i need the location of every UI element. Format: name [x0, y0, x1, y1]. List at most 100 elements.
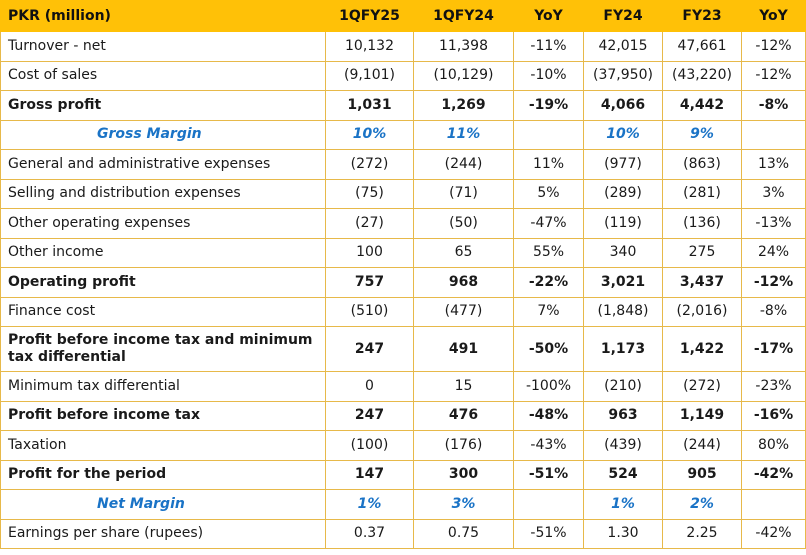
yoy-annual: 13% [741, 149, 806, 180]
value-1qfy25: 1,031 [325, 90, 414, 121]
yoy-annual: 80% [741, 430, 806, 461]
value-fy23: 3,437 [662, 267, 742, 298]
value-1qfy24: 491 [413, 326, 514, 372]
value-fy23: 2% [662, 489, 742, 520]
value-1qfy24: 968 [413, 267, 514, 298]
yoy-annual [741, 489, 806, 520]
value-fy23: 47,661 [662, 31, 742, 62]
value-fy23: (272) [662, 371, 742, 402]
yoy-quarter: -19% [513, 90, 584, 121]
table-row: Gross Margin 10% 11% 10% 9% [0, 119, 806, 150]
value-fy23: (863) [662, 149, 742, 180]
value-fy24: (289) [583, 178, 663, 209]
value-1qfy25: 1% [325, 489, 414, 520]
row-label: Profit for the period [0, 459, 326, 490]
value-fy24: 42,015 [583, 31, 663, 62]
value-1qfy24: 1,269 [413, 90, 514, 121]
value-1qfy25: 247 [325, 400, 414, 431]
value-fy23: (43,220) [662, 60, 742, 91]
table-row: Net Margin 1% 3% 1% 2% [0, 489, 806, 520]
value-fy24: 1% [583, 489, 663, 520]
value-fy24: 524 [583, 459, 663, 490]
value-fy24: 10% [583, 119, 663, 150]
value-1qfy24: (71) [413, 178, 514, 209]
table-row: Profit for the period 147 300 -51% 524 905 -42… [0, 459, 806, 490]
value-fy23: (2,016) [662, 296, 742, 327]
value-1qfy24: (176) [413, 430, 514, 461]
value-fy24: (1,848) [583, 296, 663, 327]
yoy-quarter: 7% [513, 296, 584, 327]
row-label: Profit before income tax and minimum tax… [0, 326, 326, 372]
table-row: Gross profit 1,031 1,269 -19% 4,066 4,442 -8% [0, 90, 806, 121]
value-1qfy24: 11,398 [413, 31, 514, 62]
table-row: Selling and distribution expenses (75) (71… [0, 178, 806, 209]
yoy-quarter: -11% [513, 31, 584, 62]
yoy-annual: -23% [741, 371, 806, 402]
yoy-quarter [513, 489, 584, 520]
value-1qfy24: 65 [413, 237, 514, 268]
value-1qfy24: (244) [413, 149, 514, 180]
column-header-fy24: FY24 [583, 0, 663, 32]
row-label: Selling and distribution expenses [0, 178, 326, 209]
value-1qfy25: 147 [325, 459, 414, 490]
yoy-quarter: -50% [513, 326, 584, 372]
value-fy23: 1,149 [662, 400, 742, 431]
yoy-quarter: -100% [513, 371, 584, 402]
row-label: Cost of sales [0, 60, 326, 91]
column-header-1qfy25: 1QFY25 [325, 0, 414, 32]
value-fy23: 1,422 [662, 326, 742, 372]
yoy-annual: -12% [741, 60, 806, 91]
value-1qfy25: (75) [325, 178, 414, 209]
table-row: Earnings per share (rupees) 0.37 0.75 -51% 1… [0, 518, 806, 549]
row-label: Minimum tax differential [0, 371, 326, 402]
value-fy24: 963 [583, 400, 663, 431]
table-row: Profit before income tax and minimum tax… [0, 326, 806, 372]
table-row: Other income 100 65 55% 340 275 24% [0, 237, 806, 268]
value-fy24: 4,066 [583, 90, 663, 121]
value-1qfy24: 300 [413, 459, 514, 490]
value-fy23: (281) [662, 178, 742, 209]
yoy-quarter: -51% [513, 459, 584, 490]
value-1qfy24: 15 [413, 371, 514, 402]
yoy-quarter: -48% [513, 400, 584, 431]
value-1qfy25: 10% [325, 119, 414, 150]
value-fy23: 275 [662, 237, 742, 268]
table-row: Other operating expenses (27) (50) -47% (119… [0, 208, 806, 239]
row-label: Operating profit [0, 267, 326, 298]
row-label: Gross Margin [0, 119, 326, 150]
value-fy24: 3,021 [583, 267, 663, 298]
yoy-quarter: 11% [513, 149, 584, 180]
yoy-quarter: -51% [513, 518, 584, 549]
table-row: Cost of sales (9,101) (10,129) -10% (37,950)… [0, 60, 806, 91]
table-row: Finance cost (510) (477) 7% (1,848) (2,016) -8… [0, 296, 806, 327]
table-row: General and administrative expenses (272)… [0, 149, 806, 180]
value-fy24: (977) [583, 149, 663, 180]
column-header-1qfy24: 1QFY24 [413, 0, 514, 32]
value-fy24: (210) [583, 371, 663, 402]
row-label: General and administrative expenses [0, 149, 326, 180]
value-fy23: 4,442 [662, 90, 742, 121]
row-label: Earnings per share (rupees) [0, 518, 326, 549]
row-label: Turnover - net [0, 31, 326, 62]
value-1qfy25: 0 [325, 371, 414, 402]
value-fy24: 1.30 [583, 518, 663, 549]
yoy-quarter [513, 119, 584, 150]
table-row: Profit before income tax 247 476 -48% 963 1,1… [0, 400, 806, 431]
yoy-annual: -42% [741, 518, 806, 549]
row-label: Net Margin [0, 489, 326, 520]
yoy-quarter: -43% [513, 430, 584, 461]
value-1qfy25: 247 [325, 326, 414, 372]
row-label: Taxation [0, 430, 326, 461]
value-fy24: 1,173 [583, 326, 663, 372]
yoy-annual: -12% [741, 31, 806, 62]
value-1qfy25: 757 [325, 267, 414, 298]
value-1qfy24: (50) [413, 208, 514, 239]
yoy-quarter: -22% [513, 267, 584, 298]
value-fy23: (136) [662, 208, 742, 239]
yoy-annual: -12% [741, 267, 806, 298]
yoy-quarter: -47% [513, 208, 584, 239]
row-label: Other income [0, 237, 326, 268]
value-fy23: 905 [662, 459, 742, 490]
column-header-yoy-quarter: YoY [513, 0, 584, 32]
